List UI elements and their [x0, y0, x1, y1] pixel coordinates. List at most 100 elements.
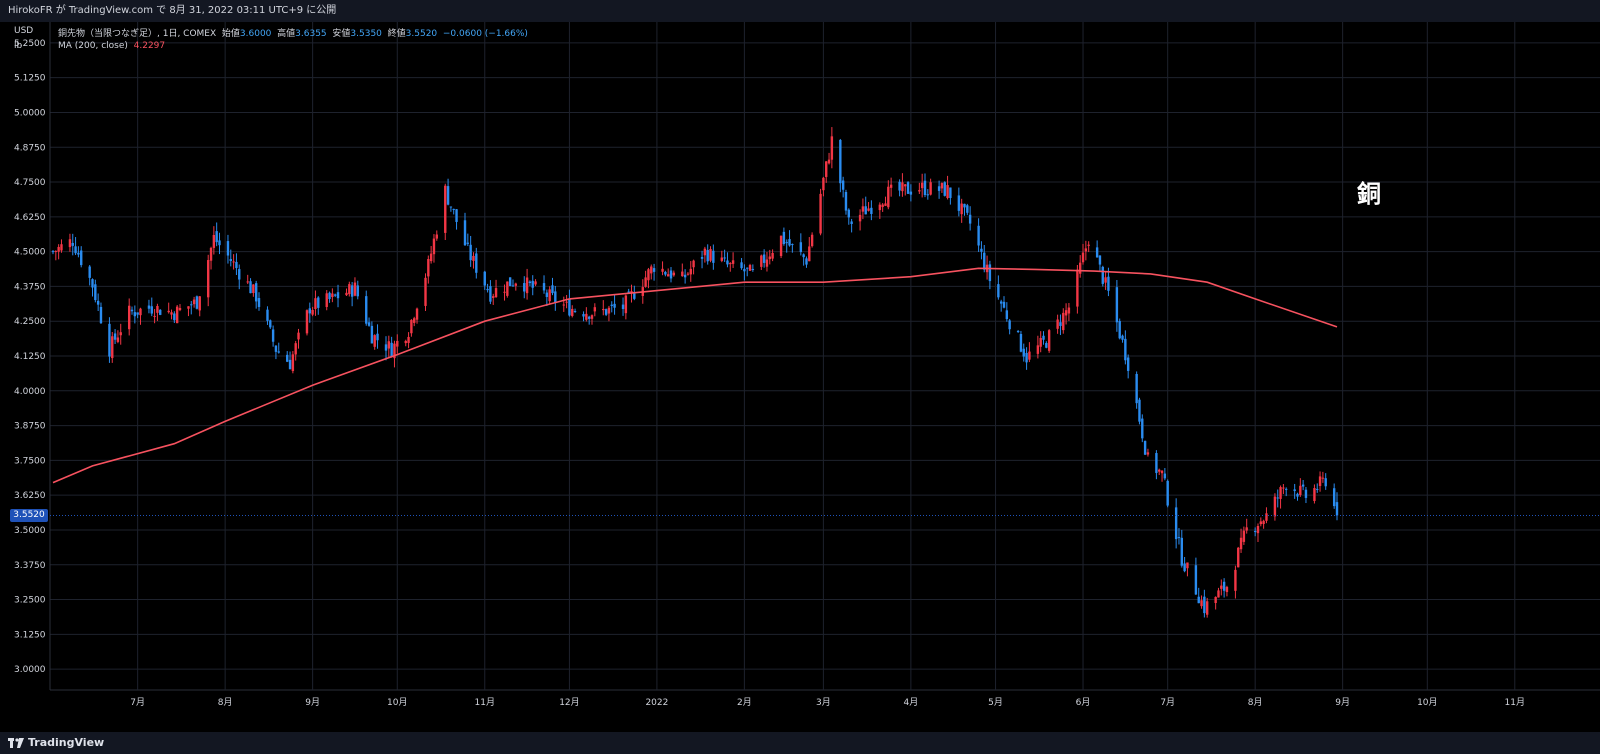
chart-area[interactable]: 3.0000 3.1250 3.2500 3.3750 3.5000 3.6250 3.75…	[0, 22, 1600, 732]
candle-body	[218, 240, 221, 246]
candle-body	[607, 307, 611, 314]
candle-body	[274, 345, 278, 352]
candle-body	[966, 205, 969, 213]
x-tick-label: 4月	[904, 697, 919, 708]
candle-body	[1028, 351, 1031, 360]
candle-body	[116, 337, 120, 342]
candle-body	[429, 253, 433, 262]
candle-body	[1047, 330, 1051, 351]
candle-body	[946, 185, 949, 199]
candle-body	[1101, 266, 1104, 284]
candle-body	[483, 271, 486, 286]
candle-body	[325, 293, 328, 307]
candle-body	[1242, 530, 1246, 542]
candle-body	[666, 274, 670, 277]
current-price-tag: 3.5520	[10, 508, 48, 522]
y-tick-label: 4.5000	[14, 248, 46, 258]
x-tick-label: 10月	[1417, 697, 1437, 708]
ma-legend[interactable]: MA (200, close) 4.2297	[58, 41, 165, 51]
symbol-legend[interactable]: 銅先物（当限つなぎ足）, 1日, COMEX 始値3.6000 高値3.6355…	[58, 26, 528, 39]
candle-body	[647, 269, 650, 281]
candle-body	[779, 235, 783, 256]
x-tick-label: 12月	[559, 697, 579, 708]
candle-body	[644, 277, 647, 287]
candle-body	[336, 292, 340, 299]
candle-body	[819, 193, 822, 234]
candle-body	[119, 332, 122, 336]
candle-body	[150, 306, 153, 314]
ma-value: 4.2297	[133, 41, 166, 51]
candle-body	[1293, 489, 1296, 492]
candle-body	[252, 284, 255, 294]
candle-body	[1045, 343, 1048, 348]
candle-body	[136, 312, 139, 315]
y-tick-label: 4.8750	[14, 143, 46, 153]
candle-body	[565, 301, 568, 303]
y-tick-label: 4.1250	[14, 352, 46, 362]
candle-body	[528, 281, 532, 284]
candle-body	[178, 308, 182, 311]
candle-body	[288, 359, 292, 370]
candle-body	[943, 182, 946, 196]
change-value: −0.0600 (−1.66%)	[442, 29, 528, 39]
candle-body	[139, 308, 142, 316]
candle-body	[511, 285, 515, 287]
candle-body	[898, 181, 901, 191]
candle-body	[923, 180, 927, 195]
candle-body	[669, 270, 673, 279]
candle-body	[977, 225, 980, 246]
candle-body	[209, 247, 213, 261]
candle-body	[127, 305, 131, 330]
candle-body	[111, 336, 114, 359]
low-value: 3.5350	[350, 29, 382, 39]
candle-body	[153, 315, 156, 317]
candle-body	[333, 294, 337, 296]
candle-body	[652, 268, 656, 272]
candle-body	[906, 182, 910, 194]
candle-body	[1042, 335, 1045, 340]
candle-body	[548, 289, 551, 302]
candle-body	[232, 261, 235, 263]
candle-body	[613, 303, 616, 308]
candle-body	[1304, 489, 1308, 498]
candle-body	[390, 342, 393, 358]
candle-body	[825, 161, 828, 177]
candle-body	[486, 288, 489, 291]
y-tick-label: 3.3750	[14, 561, 46, 571]
candle-body	[881, 204, 884, 207]
candle-body	[534, 281, 537, 285]
candle-body	[627, 291, 630, 293]
y-tick-label: 4.2500	[14, 317, 46, 327]
candle-body	[167, 310, 170, 313]
candle-body	[672, 272, 676, 276]
candle-body	[514, 283, 518, 286]
candle-body	[1197, 596, 1200, 604]
candle-body	[396, 340, 399, 347]
candle-body	[633, 293, 636, 299]
candle-body	[729, 263, 732, 265]
candle-body	[1059, 322, 1062, 326]
candle-body	[841, 180, 845, 190]
candle-body	[703, 248, 707, 256]
candle-body	[88, 266, 91, 278]
candle-body	[864, 206, 867, 215]
candle-body	[810, 234, 814, 247]
x-tick-label: 11月	[1505, 697, 1525, 708]
candlestick-chart[interactable]: 3.0000 3.1250 3.2500 3.3750 3.5000 3.6250 3.75…	[0, 22, 1600, 732]
candle-body	[1067, 307, 1071, 314]
candle-body	[1220, 585, 1223, 589]
y-tick-label: 3.5000	[14, 526, 46, 536]
candle-body	[531, 280, 534, 288]
tradingview-logo[interactable]: TradingView	[8, 732, 104, 754]
candle-body	[1155, 453, 1158, 473]
candle-body	[159, 309, 162, 315]
candle-body	[68, 239, 72, 248]
candle-body	[175, 306, 179, 324]
y-tick-label: 4.3750	[14, 282, 46, 292]
candle-body	[1002, 301, 1006, 308]
candle-body	[1158, 469, 1161, 472]
candle-body	[585, 313, 588, 320]
candle-body	[1141, 418, 1144, 439]
candle-body	[1265, 513, 1268, 521]
candle-body	[593, 307, 597, 312]
